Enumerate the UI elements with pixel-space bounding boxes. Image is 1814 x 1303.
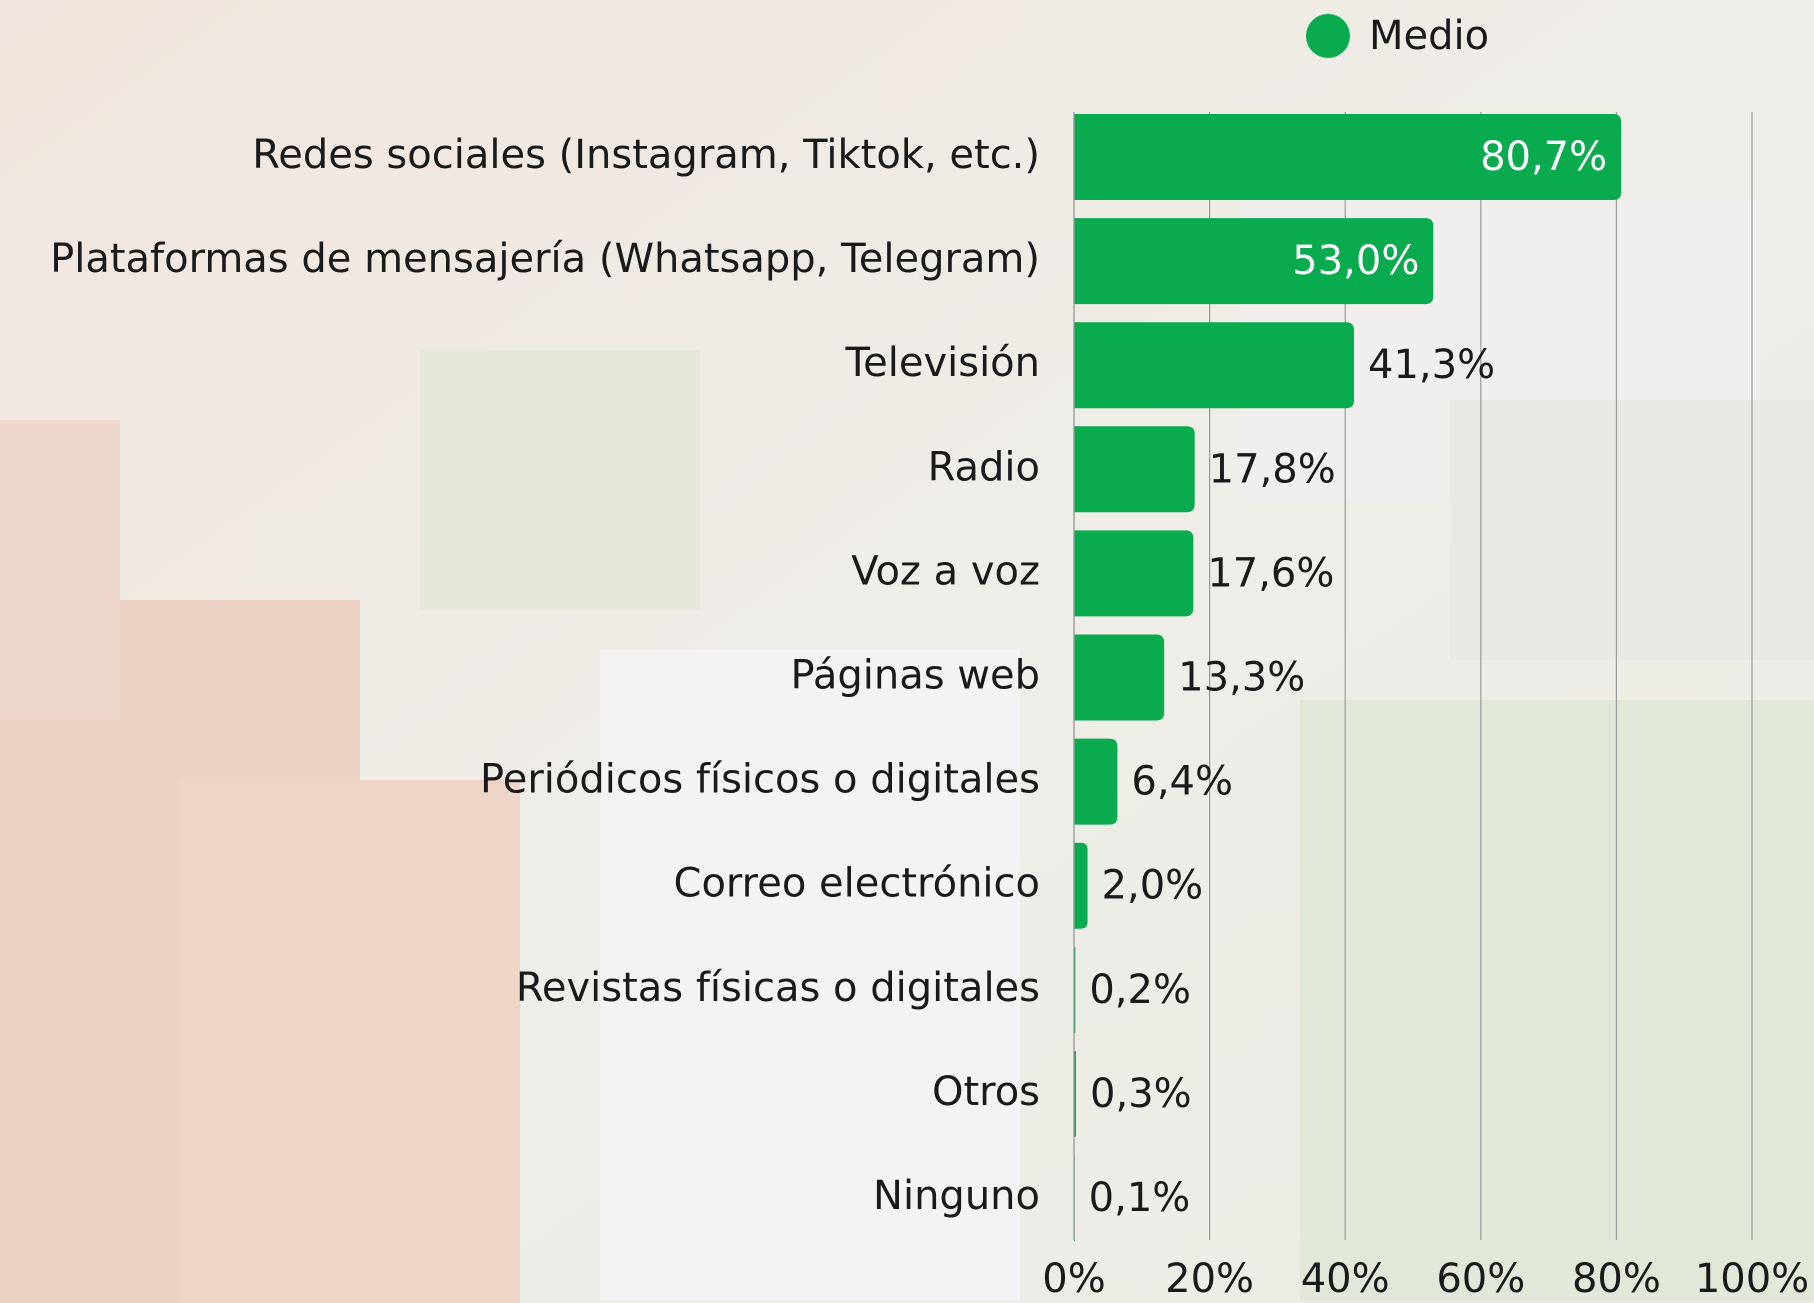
value-label: 13,3% [1178, 655, 1305, 701]
bar [1074, 530, 1193, 616]
y-tick-label: Páginas web [791, 653, 1040, 699]
value-label: 41,3% [1368, 342, 1495, 388]
value-label: 2,0% [1102, 863, 1204, 909]
bar [1074, 426, 1195, 512]
y-tick-label: Televisión [844, 340, 1040, 386]
x-tick-label: 60% [1436, 1256, 1525, 1302]
x-tick-label: 80% [1572, 1256, 1661, 1302]
y-tick-label: Otros [932, 1069, 1040, 1115]
x-tick-label: 0% [1042, 1256, 1105, 1302]
value-label: 17,8% [1209, 446, 1336, 492]
value-label: 17,6% [1207, 550, 1334, 596]
value-label: 0,1% [1089, 1175, 1191, 1221]
y-tick-label: Radio [928, 444, 1040, 490]
value-label: 0,3% [1090, 1071, 1192, 1117]
x-tick-label: 100% [1695, 1256, 1809, 1302]
value-label: 53,0% [1292, 238, 1419, 284]
value-label: 0,2% [1089, 967, 1191, 1013]
bar [1074, 843, 1088, 929]
x-tick-label: 40% [1301, 1256, 1390, 1302]
y-tick-label: Plataformas de mensajería (Whatsapp, Tel… [50, 236, 1040, 282]
y-tick-label: Revistas físicas o digitales [516, 965, 1040, 1011]
value-label: 6,4% [1131, 759, 1233, 805]
chart: 0% 20% 40% 60% 80% 100% 80,7% 53,0% 41,3% 17,8% 1… [0, 0, 1814, 1303]
y-tick-label: Correo electrónico [674, 861, 1040, 907]
page: {"chart_data": {"type": "bar", "orientat… [0, 0, 1814, 1303]
y-tick-label: Ninguno [873, 1173, 1040, 1219]
y-tick-label: Redes sociales (Instagram, Tiktok, etc.) [252, 132, 1040, 178]
legend-label: Medio [1369, 13, 1489, 59]
legend-marker [1306, 14, 1350, 58]
bar [1074, 635, 1164, 721]
x-tick-label: 20% [1165, 1256, 1254, 1302]
bar [1074, 739, 1117, 825]
y-tick-label: Periódicos físicos o digitales [480, 757, 1040, 803]
y-tick-label: Voz a voz [851, 548, 1040, 594]
value-label: 80,7% [1480, 134, 1607, 180]
bar [1074, 322, 1354, 408]
